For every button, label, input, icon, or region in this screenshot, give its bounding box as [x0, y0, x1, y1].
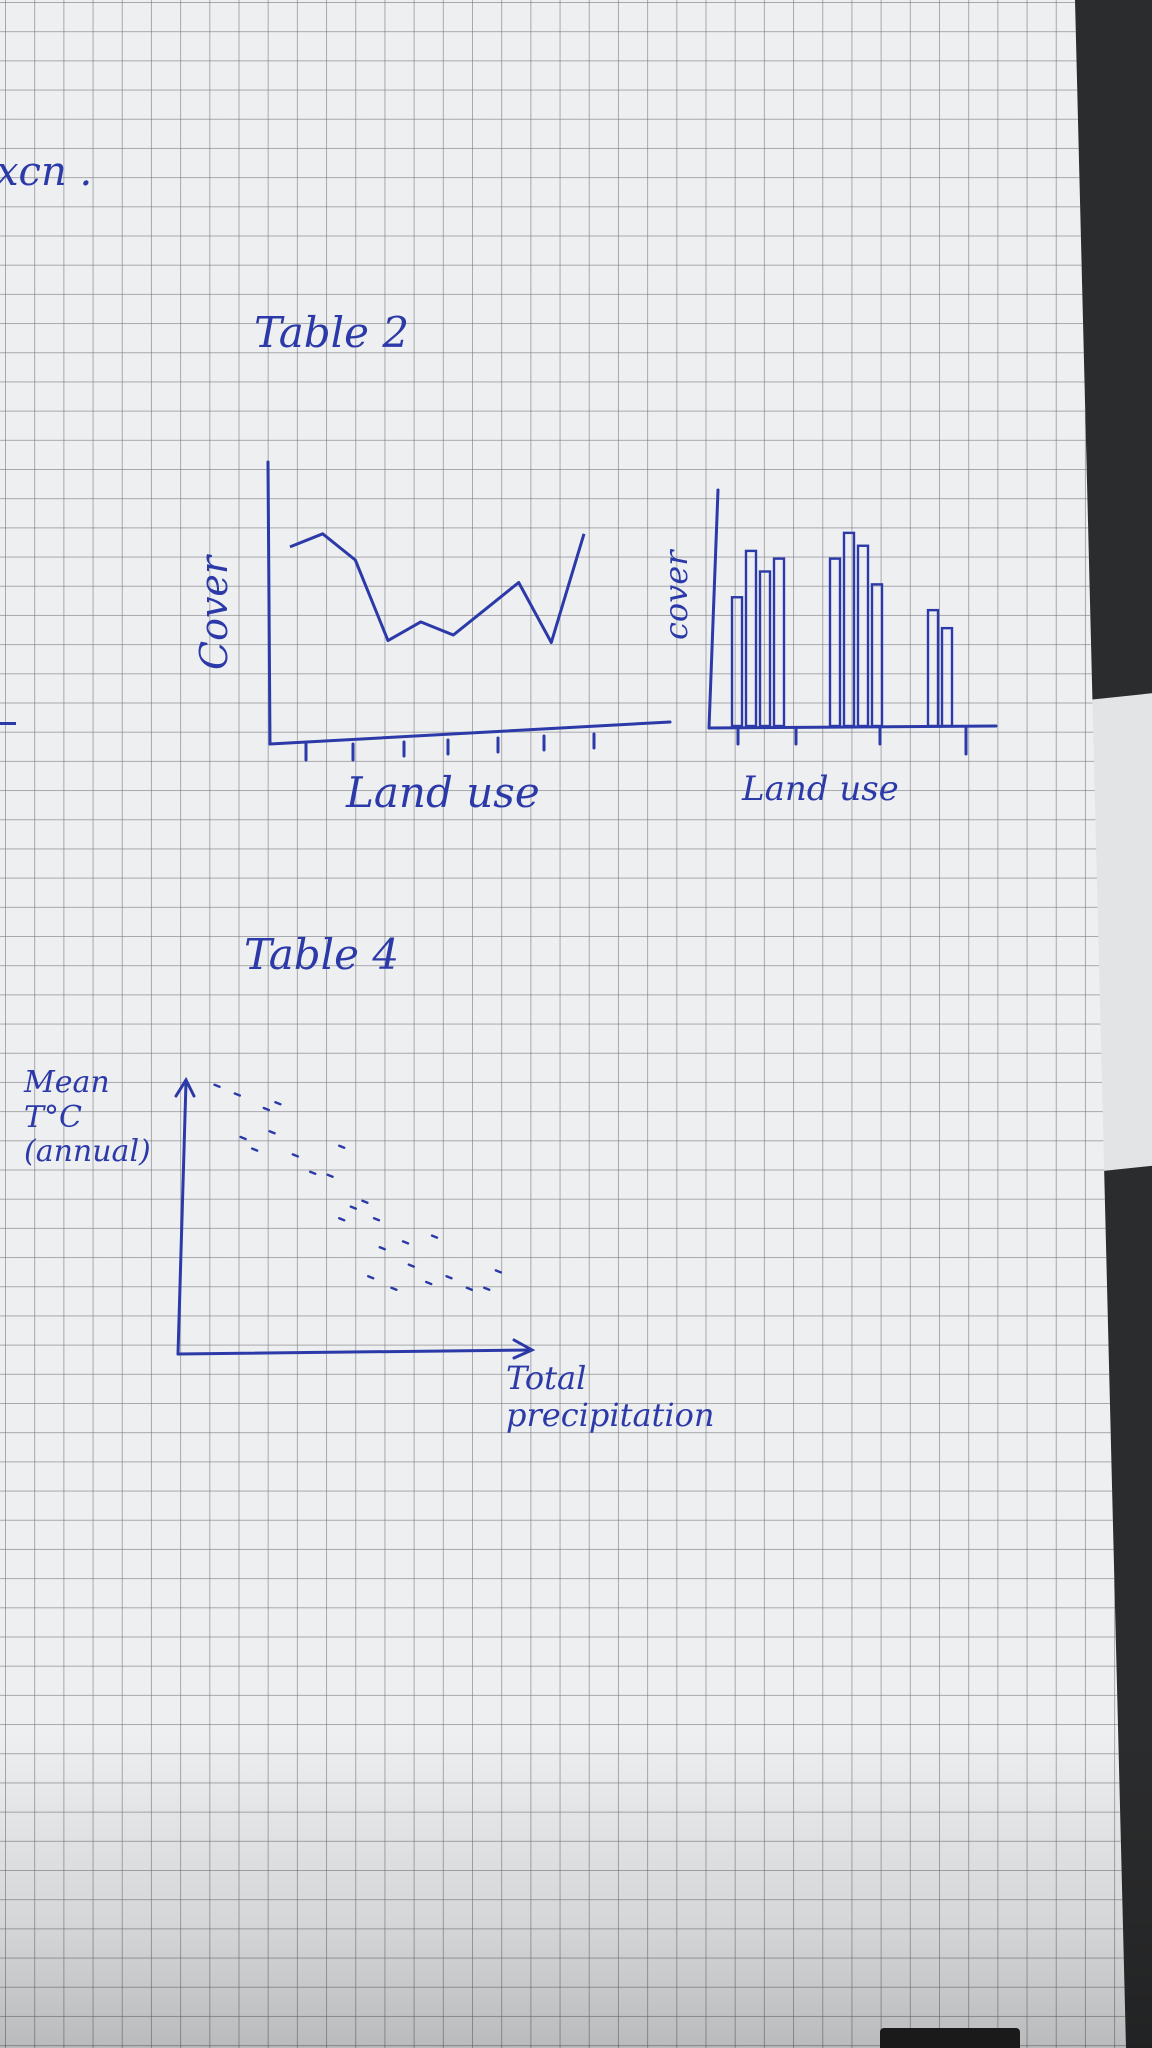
- chart3-point: [465, 1286, 473, 1292]
- chart3-point: [213, 1083, 221, 1089]
- corner-logo: [880, 2028, 1020, 2048]
- chart2-bar: [758, 570, 772, 728]
- chart-layer: [174, 460, 998, 1360]
- fragment-text: xcn .: [0, 149, 93, 195]
- chart2-xlabel: Land use: [742, 769, 899, 809]
- chart3-ylabel: Mean T°C (annual): [24, 1065, 151, 1169]
- chart3-point: [291, 1153, 299, 1158]
- chart3-point: [268, 1129, 276, 1135]
- chart2-bars: [730, 531, 954, 728]
- chart2-bar: [744, 549, 758, 728]
- chart3-point: [262, 1106, 270, 1112]
- chart1-xlabel: Land use: [346, 768, 540, 817]
- table2-title: Table 2: [254, 308, 410, 357]
- edge-stroke: [0, 722, 16, 725]
- chart3-point: [274, 1100, 282, 1106]
- chart3-point: [361, 1199, 369, 1205]
- chart3-point: [430, 1234, 439, 1239]
- chart2-bar: [842, 531, 856, 728]
- chart2-bar: [730, 596, 744, 728]
- chart3-point: [390, 1286, 398, 1292]
- chart3-point: [378, 1245, 386, 1251]
- chart3-point: [239, 1135, 247, 1141]
- chart3-points: [213, 1083, 502, 1292]
- chart3-point: [483, 1286, 491, 1292]
- chart3-point: [250, 1147, 259, 1152]
- chart2-bar: [772, 557, 786, 728]
- chart2-bar: [926, 608, 940, 728]
- chart3-point: [445, 1274, 453, 1280]
- chart3-point: [407, 1263, 415, 1268]
- chart3-point: [372, 1216, 381, 1222]
- chart3-point: [309, 1170, 317, 1176]
- chart3-point: [349, 1205, 357, 1210]
- chart3-point: [401, 1240, 410, 1245]
- chart3-axes: [174, 1076, 536, 1360]
- chart3-point: [338, 1216, 346, 1222]
- chart3-point: [367, 1274, 375, 1280]
- chart1-axes: [266, 460, 672, 762]
- grid-paper: xcn . Table 2 Cover Land use cover Land …: [0, 0, 1126, 2048]
- chart2-bar: [940, 626, 954, 728]
- chart3-xlabel: Total precipitation: [506, 1359, 715, 1434]
- chart2-bar: [870, 583, 884, 728]
- chart3-point: [233, 1092, 242, 1097]
- chart3-point: [494, 1269, 502, 1274]
- chart2-bar: [828, 557, 842, 728]
- chart2-bar: [856, 544, 870, 728]
- chart3-point: [326, 1173, 334, 1178]
- chart3-point: [425, 1280, 433, 1286]
- chart3-point: [338, 1144, 346, 1149]
- table4-title: Table 4: [244, 930, 400, 979]
- chart1-series-line: [289, 532, 586, 644]
